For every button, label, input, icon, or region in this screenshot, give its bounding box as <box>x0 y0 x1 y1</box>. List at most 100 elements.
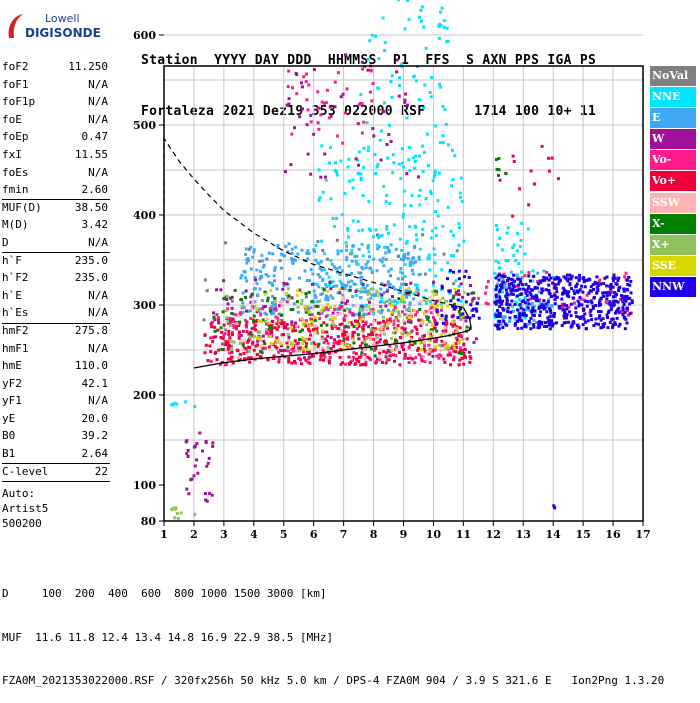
data-point <box>598 314 602 318</box>
data-point <box>506 226 510 230</box>
data-point <box>370 33 374 37</box>
data-point <box>472 291 476 295</box>
data-point <box>331 316 335 320</box>
data-point <box>269 288 273 292</box>
data-point <box>327 351 331 355</box>
data-point <box>342 317 346 321</box>
data-point <box>222 279 226 283</box>
data-point <box>408 290 412 294</box>
data-point <box>470 300 474 304</box>
data-point <box>408 261 412 265</box>
data-point <box>326 296 330 300</box>
data-point <box>403 256 407 260</box>
data-point <box>531 269 535 273</box>
data-point <box>442 19 446 22</box>
data-point <box>195 442 199 445</box>
data-point <box>338 279 342 283</box>
data-point <box>407 361 411 364</box>
data-point <box>514 318 518 321</box>
data-point <box>463 348 467 351</box>
data-point <box>417 98 421 102</box>
data-point <box>369 347 373 351</box>
param-name: yF1 <box>2 394 22 408</box>
param-value: 0.47 <box>81 130 109 144</box>
data-point <box>369 327 373 331</box>
data-point <box>443 325 447 329</box>
data-point <box>446 346 450 350</box>
data-point <box>623 298 627 302</box>
data-point <box>296 289 300 293</box>
data-point <box>421 144 425 148</box>
data-point <box>338 265 342 269</box>
data-point <box>425 351 429 355</box>
data-point <box>327 116 331 120</box>
data-point <box>184 440 188 444</box>
data-point <box>471 297 475 301</box>
data-point <box>622 303 626 306</box>
data-point <box>390 303 394 307</box>
data-point <box>462 239 466 243</box>
data-point <box>380 327 383 331</box>
param-name: B1 <box>2 447 16 461</box>
data-point <box>583 312 587 316</box>
data-point <box>435 329 439 333</box>
data-point <box>527 286 530 290</box>
data-point <box>249 317 253 320</box>
data-point <box>517 283 521 287</box>
data-point <box>418 341 422 345</box>
data-point <box>605 313 609 317</box>
data-point <box>431 179 435 183</box>
data-point <box>251 255 255 259</box>
data-point <box>460 352 464 355</box>
data-point <box>438 343 442 347</box>
data-point <box>231 317 235 321</box>
data-point <box>433 261 437 265</box>
param-row-17: hmE 110.0 <box>2 357 108 375</box>
data-point <box>290 247 294 251</box>
data-point <box>360 304 364 308</box>
data-point <box>495 315 499 318</box>
data-point <box>388 123 392 127</box>
data-point <box>561 308 565 312</box>
data-point <box>446 353 450 357</box>
data-point <box>273 344 277 348</box>
data-point <box>387 269 391 273</box>
data-point <box>468 355 472 359</box>
data-point <box>546 316 550 320</box>
data-point <box>337 327 341 331</box>
data-point <box>505 323 509 327</box>
data-point <box>317 342 321 346</box>
data-point <box>494 158 498 161</box>
data-point <box>305 251 309 255</box>
data-point <box>186 455 190 458</box>
data-point <box>547 298 551 302</box>
data-point <box>594 282 598 286</box>
data-point <box>226 347 230 351</box>
data-point <box>402 348 405 351</box>
data-point <box>313 249 316 253</box>
data-point <box>304 345 308 349</box>
data-point <box>546 300 550 304</box>
data-point <box>225 316 229 320</box>
data-point <box>383 101 386 105</box>
data-point <box>364 262 368 266</box>
param-name: MUF(D) <box>2 200 42 214</box>
data-point <box>441 104 445 108</box>
data-point <box>545 305 549 309</box>
data-point <box>385 299 389 303</box>
data-point <box>244 253 248 256</box>
data-point <box>532 323 536 326</box>
data-point <box>227 343 231 347</box>
data-point <box>312 328 316 332</box>
data-point <box>536 286 539 290</box>
data-point <box>612 303 616 307</box>
data-point <box>385 143 389 146</box>
data-point <box>371 82 375 85</box>
data-point <box>513 303 517 306</box>
data-point <box>232 320 236 324</box>
data-point <box>341 92 345 96</box>
data-point <box>302 350 305 354</box>
data-point <box>175 512 179 516</box>
data-point <box>438 141 442 145</box>
data-point <box>504 259 508 263</box>
